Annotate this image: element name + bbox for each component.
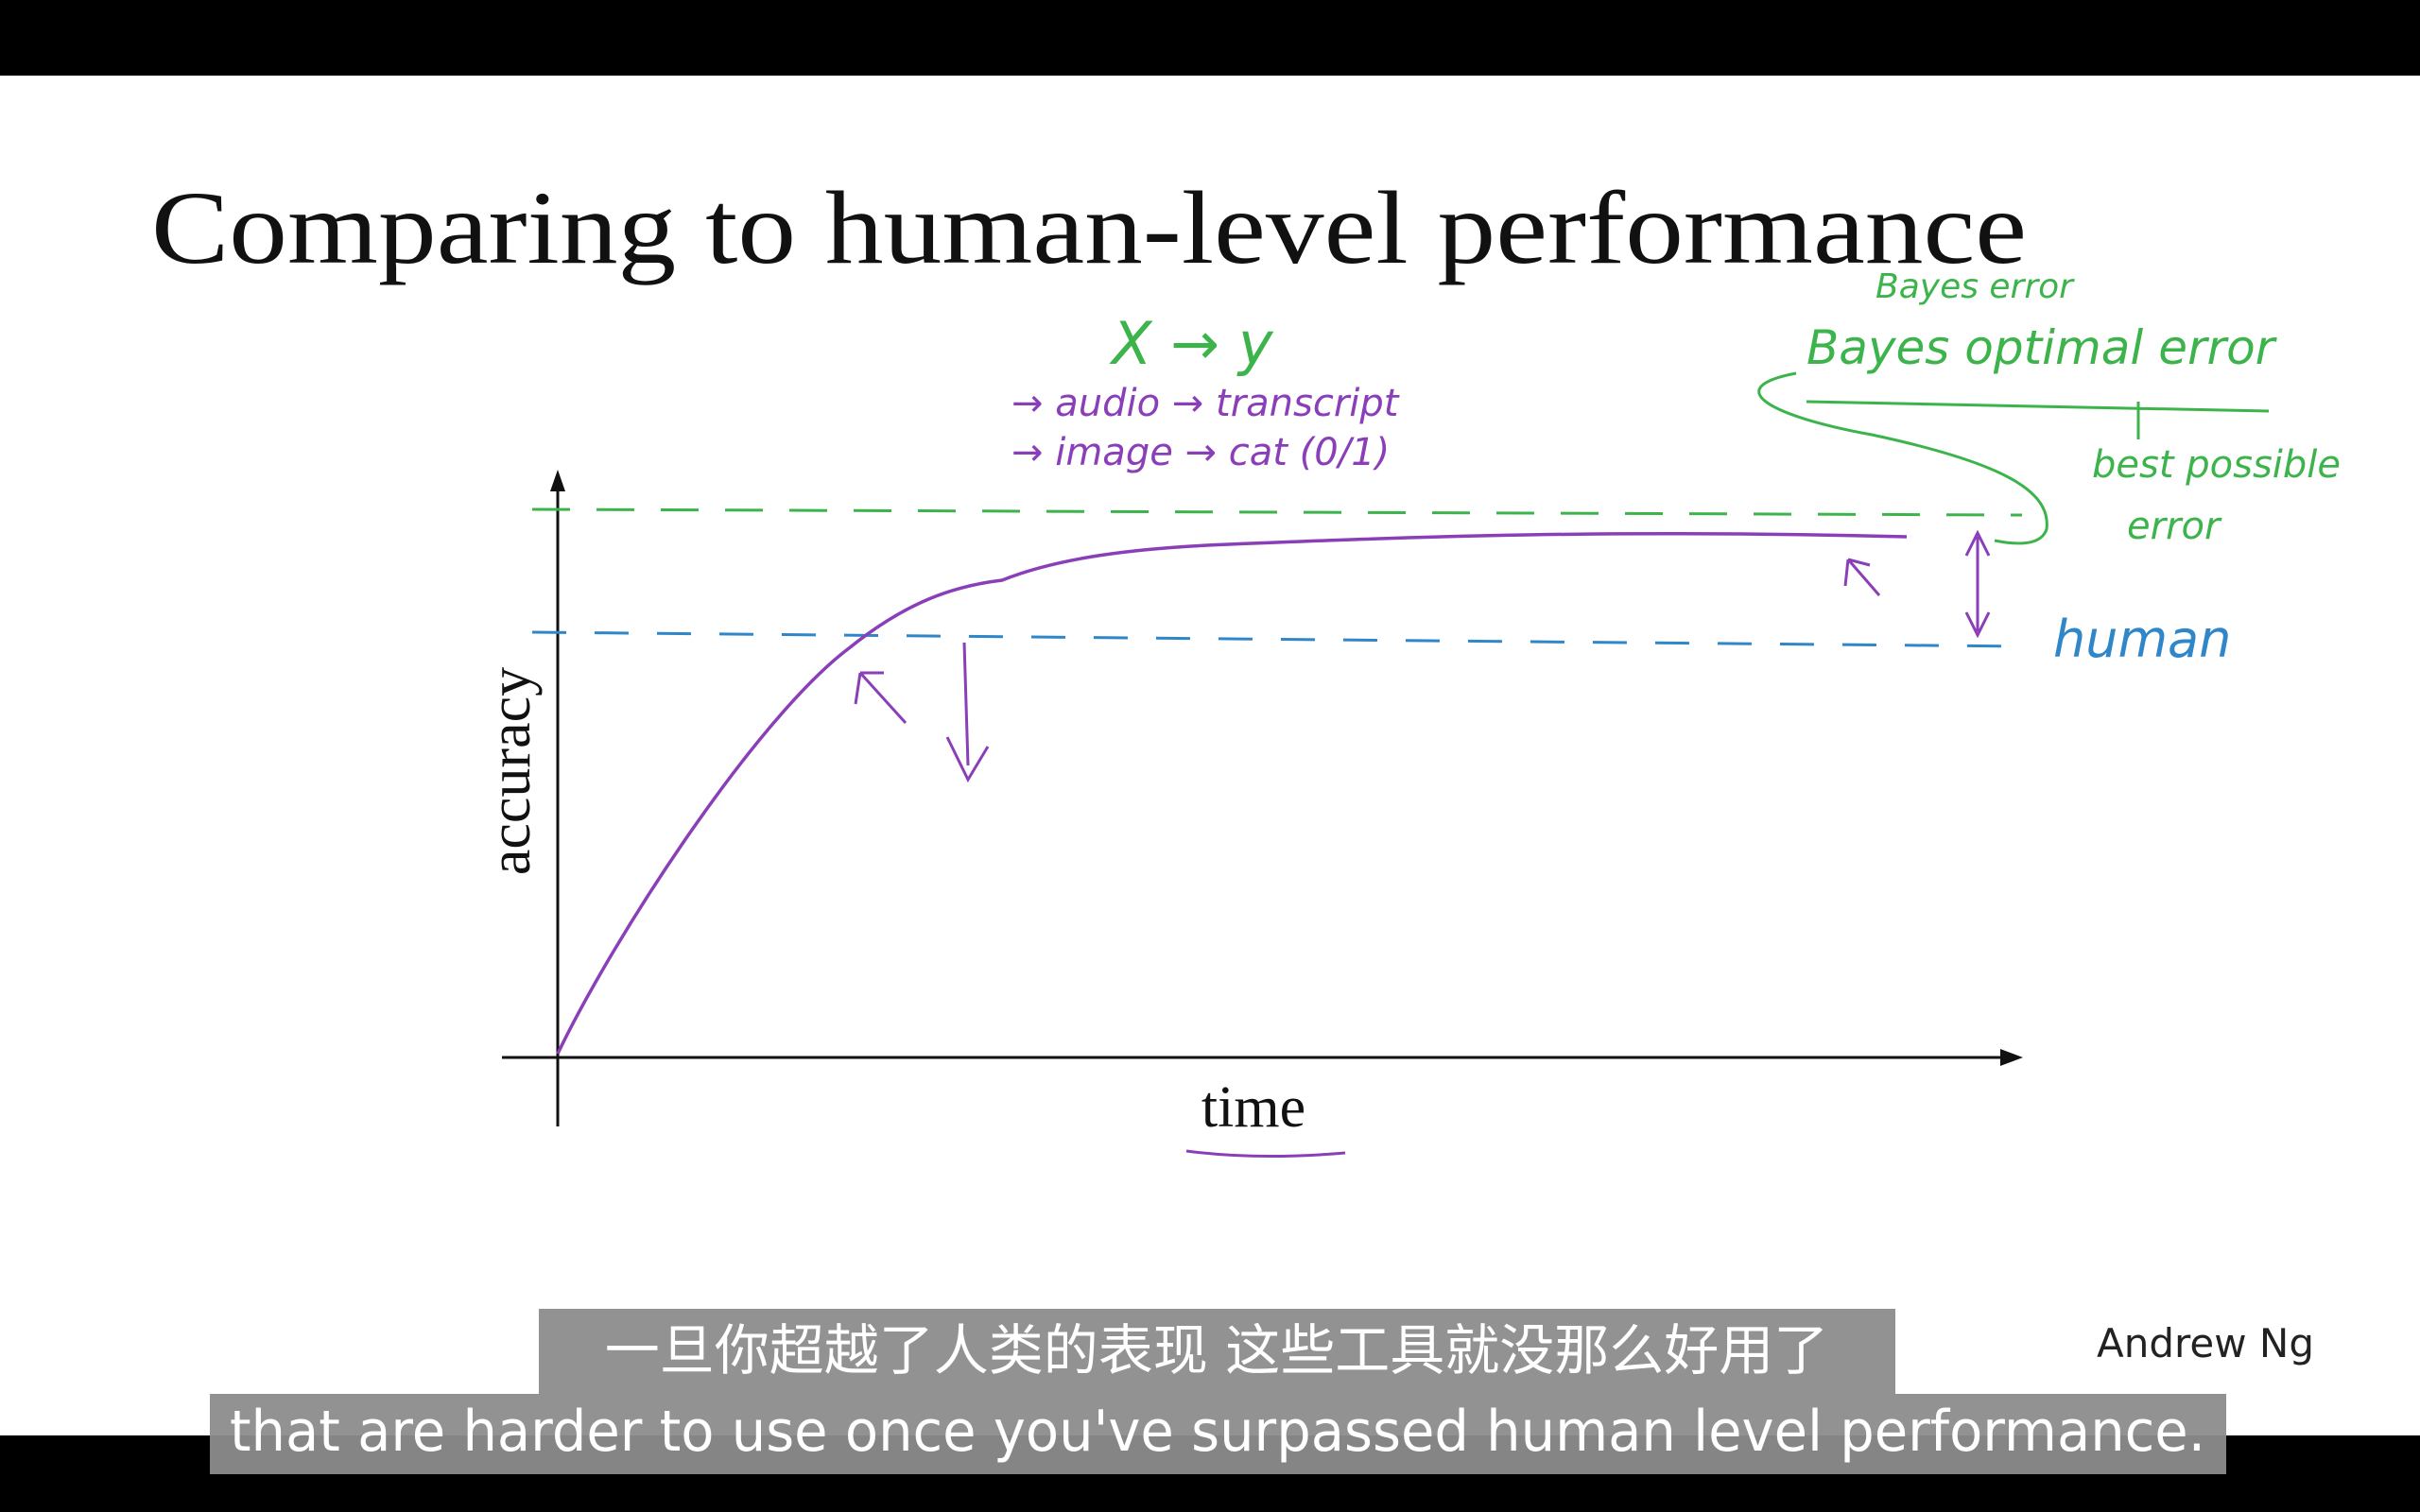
bracket (1757, 371, 2270, 545)
axes (502, 482, 2009, 1126)
annotation: → audio → transcript (1011, 382, 1400, 425)
slide (0, 76, 2420, 1436)
annotation: best possible (2092, 443, 2341, 487)
x-arrow-head (2000, 1049, 2023, 1066)
y-arrow-head (550, 470, 565, 491)
subtitle-box (539, 1309, 1895, 1394)
underline (1185, 1149, 1346, 1159)
subtitle-english: that are harder to use once you've surpa… (230, 1399, 2205, 1465)
annotation: X → y (1109, 309, 1274, 378)
annotation: human (2053, 610, 2231, 669)
slide-title: Comparing to human-level performance (151, 170, 2027, 285)
performance-curve (556, 531, 1908, 1055)
purple-arrows (854, 529, 1991, 783)
bayes-line (531, 507, 2023, 517)
annotation: Bayes error (1876, 267, 2075, 306)
subtitle-box (210, 1394, 2226, 1474)
annotation: Bayes optimal error (1806, 320, 2278, 375)
annotation: error (2127, 505, 2222, 548)
author: Andrew Ng (2097, 1320, 2314, 1366)
annotation: → image → cat (0/1) (1011, 431, 1390, 474)
x-axis-label: time (1201, 1075, 1305, 1140)
y-axis-label: accuracy (478, 667, 543, 875)
subtitle-chinese: 一旦你超越了人类的表现 这些工具就没那么好用了 (605, 1318, 1828, 1383)
